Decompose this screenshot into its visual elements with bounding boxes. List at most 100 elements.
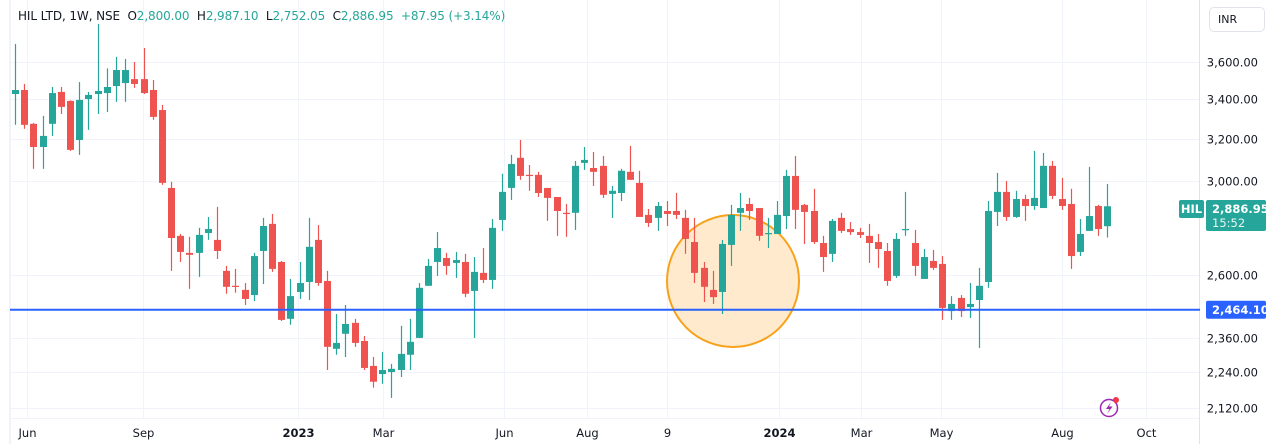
candle-down xyxy=(746,197,753,220)
horizontal-line-drawing[interactable]: 2,464.10 xyxy=(10,300,1269,319)
candle-body xyxy=(958,297,965,312)
candle-up xyxy=(489,219,496,289)
candle-body xyxy=(453,259,460,263)
candle-body xyxy=(563,212,570,215)
candle-down xyxy=(232,268,239,293)
candle-body xyxy=(1059,199,1066,207)
candle-down xyxy=(801,203,808,244)
candle-body xyxy=(526,174,533,177)
time-tick-label: Oct xyxy=(1137,426,1157,440)
candle-body xyxy=(1095,206,1102,230)
time-tick-label: Sep xyxy=(133,426,155,440)
candle-body xyxy=(820,243,827,258)
candle-body xyxy=(462,261,469,294)
candle-body xyxy=(232,285,239,287)
candle-body xyxy=(645,214,652,223)
candle-body xyxy=(205,229,212,234)
candle-body xyxy=(1031,197,1038,207)
candle-body xyxy=(756,208,763,236)
candle-down xyxy=(563,203,570,237)
candle-body xyxy=(30,123,37,147)
candles xyxy=(12,23,1111,398)
candle-body xyxy=(49,93,56,124)
candle-body xyxy=(967,303,974,308)
candle-down xyxy=(884,243,891,286)
time-tick-label: Mar xyxy=(373,426,395,440)
candle-up xyxy=(1040,153,1047,209)
time-tick-label: Jun xyxy=(495,426,514,440)
last-price: 2,886.95 xyxy=(1212,202,1269,216)
candle-body xyxy=(58,91,65,107)
candle-body xyxy=(434,248,441,262)
candle-down xyxy=(1022,194,1029,221)
time-tick-label: Aug xyxy=(576,426,598,440)
price-axis[interactable]: 3,600.00 3,400.00 3,200.00 3,000.00 2,600.00… xyxy=(1207,56,1258,416)
candle-body xyxy=(499,191,506,220)
candle-down xyxy=(682,209,689,254)
candle-body xyxy=(765,233,772,235)
candle-body xyxy=(67,100,74,150)
candle-up xyxy=(774,201,781,234)
candle-body xyxy=(544,187,551,198)
candle-up xyxy=(85,91,92,130)
price-tick-label: 2,360.00 xyxy=(1207,332,1258,346)
candle-body xyxy=(379,369,386,375)
candle-body xyxy=(1086,216,1093,231)
candle-body xyxy=(902,229,909,231)
grid xyxy=(10,0,1199,418)
candle-body xyxy=(655,206,662,218)
candle-body xyxy=(572,165,579,213)
bar-countdown: 15:52 xyxy=(1212,216,1245,230)
candle-up xyxy=(333,314,340,355)
candle-body xyxy=(443,258,450,266)
candle-body xyxy=(682,217,689,239)
candle-down xyxy=(1003,180,1010,221)
candle-body xyxy=(701,267,708,287)
price-tick-label: 3,200.00 xyxy=(1207,133,1258,147)
candle-up xyxy=(783,169,790,230)
notification-dot xyxy=(1113,397,1119,403)
candle-down xyxy=(30,122,37,169)
candle-down xyxy=(930,249,937,270)
price-tick-label: 3,400.00 xyxy=(1207,93,1258,107)
candle-up xyxy=(12,43,19,125)
high-value: 2,987.10 xyxy=(205,9,259,23)
candle-up xyxy=(499,173,506,231)
candle-body xyxy=(388,368,395,373)
candle-body xyxy=(1022,199,1029,207)
candle-down xyxy=(324,270,331,370)
candle-up xyxy=(967,282,974,319)
candle-up xyxy=(618,168,625,202)
candle-body xyxy=(1104,206,1111,227)
candle-body xyxy=(168,187,175,238)
candle-down xyxy=(792,155,799,230)
candle-up xyxy=(994,172,1001,226)
candle-body xyxy=(159,110,166,183)
candle-down xyxy=(866,223,873,263)
candle-body xyxy=(554,197,561,211)
price-tick-label: 2,600.00 xyxy=(1207,269,1258,283)
candle-body xyxy=(260,225,267,251)
candle-body xyxy=(691,242,698,273)
time-axis[interactable]: Jun Sep 2023 Mar Jun Aug 9 2024 Mar May Aug Oct xyxy=(18,426,1157,440)
low-label: L xyxy=(265,9,273,23)
candle-body xyxy=(361,340,368,368)
lightning-icon[interactable] xyxy=(1099,397,1120,418)
currency-button[interactable]: INR xyxy=(1209,7,1265,32)
candle-body xyxy=(196,234,203,253)
candle-body xyxy=(636,182,643,217)
candle-body xyxy=(1013,199,1020,217)
symbol-title[interactable]: HIL LTD, 1W, NSE xyxy=(18,9,120,23)
candle-body xyxy=(95,90,102,94)
price-tick-label: 3,600.00 xyxy=(1207,56,1258,70)
candle-body xyxy=(801,204,808,212)
candle-body xyxy=(12,90,19,94)
candle-down xyxy=(315,225,322,286)
candle-down xyxy=(710,270,717,304)
candle-up xyxy=(893,233,900,278)
candle-down xyxy=(673,193,680,220)
candle-body xyxy=(242,289,249,299)
candle-body xyxy=(342,323,349,334)
candle-body xyxy=(76,99,83,140)
